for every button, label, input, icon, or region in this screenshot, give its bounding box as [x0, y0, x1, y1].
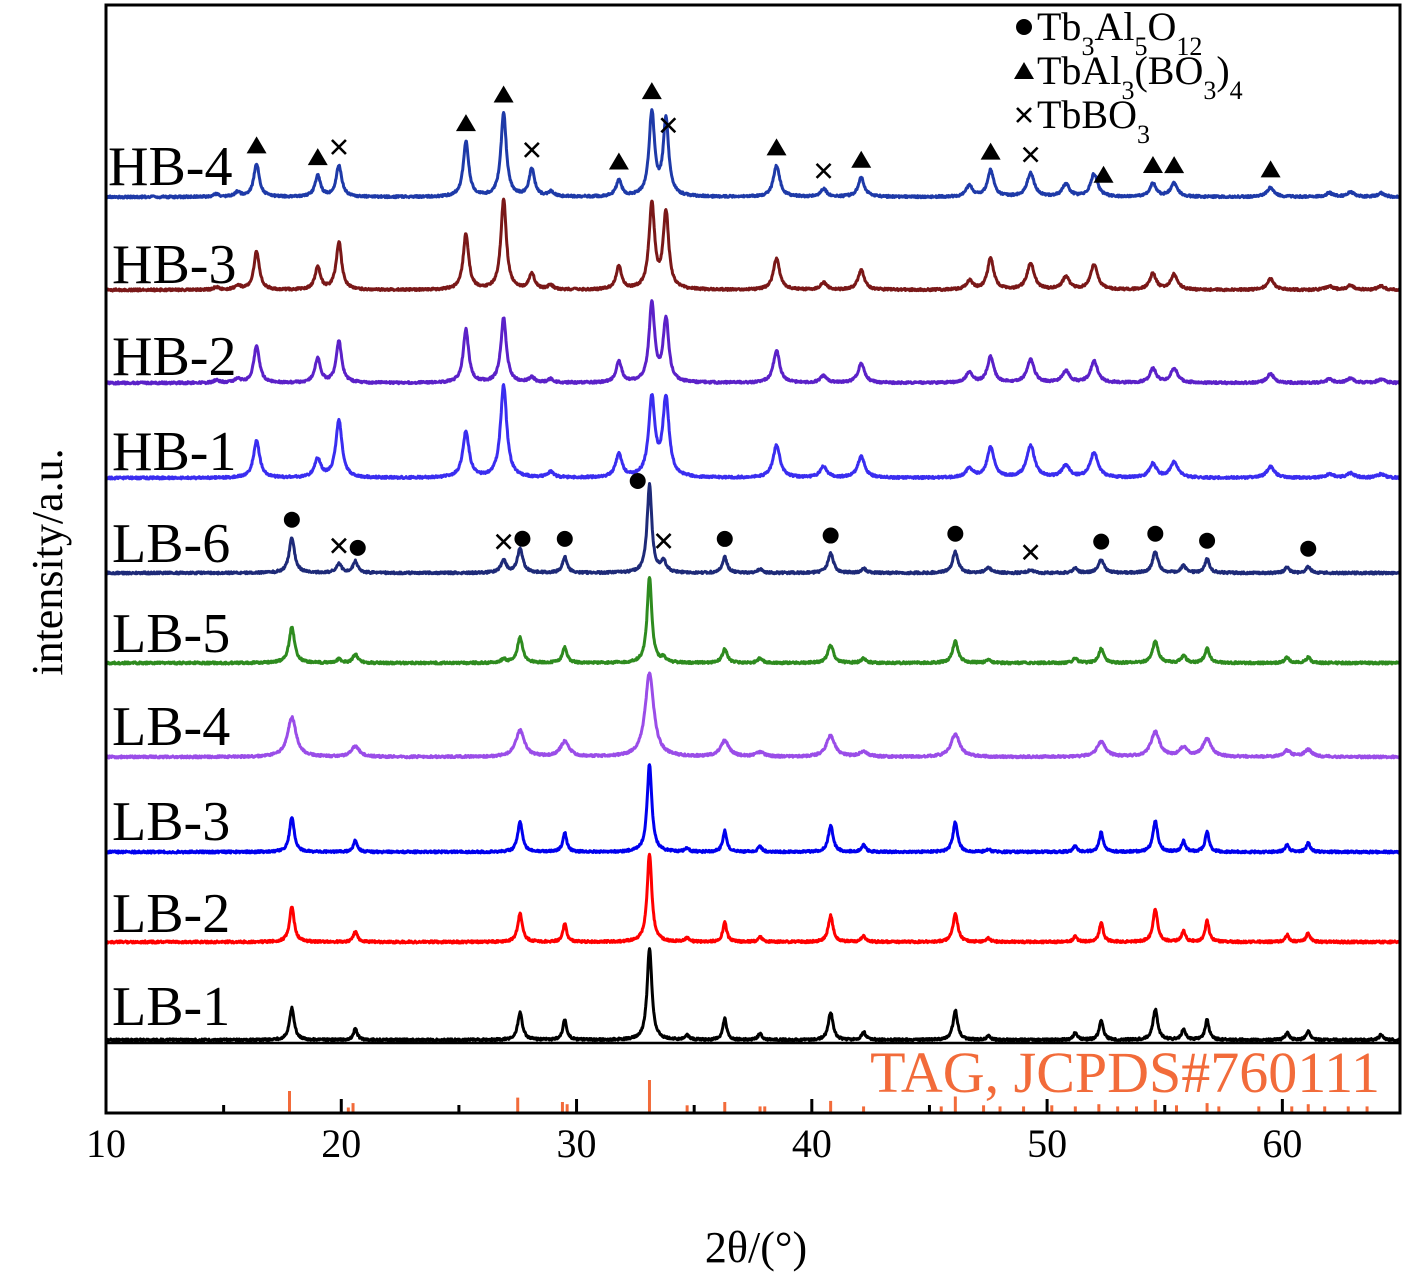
marker-circle-lb-6: [556, 530, 573, 547]
marker-circle-lb-6: [822, 527, 839, 544]
series-line-lb-6: [105, 482, 1402, 576]
marker-triangle-hb-4: [766, 138, 787, 156]
marker-circle-lb-6: [629, 473, 646, 489]
marker-triangle-hb-4: [1260, 160, 1281, 178]
marker-cross-lb-6: [331, 537, 347, 554]
marker-triangle-hb-4: [608, 152, 629, 170]
legend-circle-symbol: [1016, 19, 1032, 35]
x-tick-label: 10: [86, 1121, 126, 1166]
marker-cross-lb-6: [1022, 544, 1039, 561]
legend-label: TbAl3(BO3)4: [1037, 48, 1243, 105]
series-line-hb-2: [104, 299, 1402, 386]
marker-circle-lb-6: [1093, 533, 1110, 550]
legend-label: TbBO3: [1037, 92, 1150, 149]
series-line-hb-3: [104, 197, 1401, 293]
series-label-lb-2: LB-2: [112, 883, 230, 945]
series-label-hb-4: HB-4: [108, 136, 232, 198]
x-axis-title: 2θ/(°): [705, 1223, 807, 1272]
series-layer: [104, 108, 1402, 1043]
x-tick-label: 60: [1262, 1121, 1302, 1166]
series-label-lb-5: LB-5: [112, 603, 230, 665]
y-axis-title: intensity/a.u.: [23, 448, 72, 675]
marker-circle-lb-6: [283, 511, 300, 528]
marker-triangle-hb-4: [851, 150, 872, 168]
series-label-hb-1: HB-1: [112, 421, 236, 483]
series-label-hb-3: HB-3: [112, 234, 236, 296]
series-line-hb-4: [105, 108, 1401, 200]
marker-triangle-hb-4: [493, 85, 514, 103]
x-tick-label: 50: [1027, 1121, 1067, 1166]
marker-triangle-hb-4: [1142, 155, 1163, 173]
marker-circle-lb-6: [1147, 525, 1164, 542]
marker-triangle-hb-4: [246, 136, 267, 154]
marker-triangle-hb-4: [455, 114, 476, 132]
marker-circle-lb-6: [514, 530, 531, 547]
series-label-lb-3: LB-3: [112, 791, 230, 853]
reference-pattern-label: TAG, JCPDS#760111: [870, 1040, 1380, 1105]
marker-circle-lb-6: [947, 525, 964, 542]
marker-circle-lb-6: [1199, 532, 1216, 549]
series-line-lb-2: [105, 852, 1402, 945]
marker-circle-lb-6: [1300, 540, 1317, 557]
series-line-lb-5: [105, 576, 1401, 666]
marker-cross-hb-4: [815, 162, 832, 179]
x-tick-label: 40: [792, 1121, 832, 1166]
series-label-lb-4: LB-4: [112, 696, 230, 758]
x-tick-label: 30: [557, 1121, 597, 1166]
marker-cross-hb-4: [523, 141, 540, 158]
marker-cross-hb-4: [331, 139, 347, 155]
marker-cross-lb-6: [495, 533, 512, 550]
series-label-lb-6: LB-6: [112, 513, 230, 575]
plot-frame: [104, 3, 1402, 1115]
series-line-lb-4: [104, 671, 1401, 760]
series-line-lb-3: [105, 763, 1402, 855]
marker-cross-hb-4: [660, 117, 677, 134]
marker-circle-lb-6: [716, 530, 733, 547]
series-label-lb-1: LB-1: [112, 976, 230, 1038]
x-tick-label: 20: [321, 1121, 361, 1166]
marker-triangle-hb-4: [641, 82, 662, 100]
marker-cross-lb-6: [655, 533, 672, 549]
marker-circle-lb-6: [349, 539, 366, 556]
series-line-hb-1: [105, 383, 1401, 481]
marker-cross-hb-4: [1022, 146, 1039, 163]
marker-triangle-hb-4: [307, 148, 328, 166]
marker-triangle-hb-4: [980, 142, 1001, 160]
legend-cross-symbol: [1016, 107, 1032, 123]
marker-triangle-hb-4: [1164, 156, 1185, 174]
sample-label-layer: LB-1 LB-2 LB-3 LB-4 LB-5 LB-6 HB-1 HB-2 HB-3 HB-4: [108, 136, 236, 1038]
marker-triangle-hb-4: [1093, 165, 1114, 183]
axis-layer: 10 20 30 40 50 60: [86, 3, 1402, 1166]
series-label-hb-2: HB-2: [112, 326, 236, 388]
series-line-lb-1: [104, 947, 1402, 1043]
legend-label: Tb3Al5O12: [1037, 4, 1202, 61]
phase-marker-layer: [246, 82, 1317, 561]
legend-triangle-symbol: [1014, 62, 1034, 79]
